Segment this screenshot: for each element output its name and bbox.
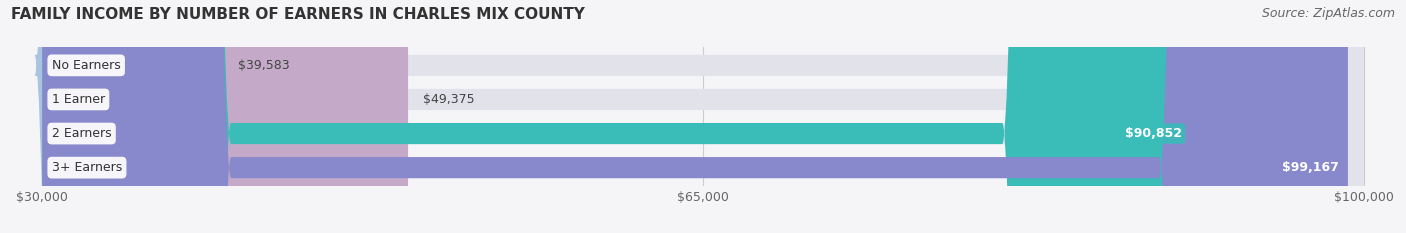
FancyBboxPatch shape xyxy=(42,0,1364,233)
Text: $99,167: $99,167 xyxy=(1282,161,1339,174)
FancyBboxPatch shape xyxy=(42,0,1348,233)
FancyBboxPatch shape xyxy=(42,0,1191,233)
Text: 2 Earners: 2 Earners xyxy=(52,127,111,140)
Text: FAMILY INCOME BY NUMBER OF EARNERS IN CHARLES MIX COUNTY: FAMILY INCOME BY NUMBER OF EARNERS IN CH… xyxy=(11,7,585,22)
FancyBboxPatch shape xyxy=(35,0,231,233)
FancyBboxPatch shape xyxy=(42,0,1364,233)
Text: Source: ZipAtlas.com: Source: ZipAtlas.com xyxy=(1261,7,1395,20)
Text: 1 Earner: 1 Earner xyxy=(52,93,105,106)
FancyBboxPatch shape xyxy=(42,0,1364,233)
Text: $90,852: $90,852 xyxy=(1125,127,1181,140)
Text: 3+ Earners: 3+ Earners xyxy=(52,161,122,174)
FancyBboxPatch shape xyxy=(42,0,1364,233)
Text: $49,375: $49,375 xyxy=(423,93,475,106)
FancyBboxPatch shape xyxy=(42,0,408,233)
Text: $39,583: $39,583 xyxy=(239,59,290,72)
Text: No Earners: No Earners xyxy=(52,59,121,72)
